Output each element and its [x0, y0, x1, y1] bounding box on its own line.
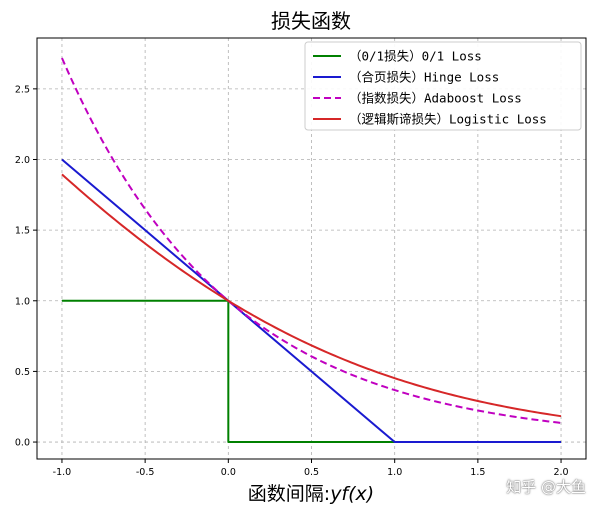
y-tick-label: 0.5	[15, 367, 30, 378]
chart-title: 损失函数	[271, 9, 351, 33]
legend: （0/1损失）0/1 Loss （合页损失）Hinge Loss （指数损失）Ada…	[304, 41, 582, 131]
x-axis-label: 函数间隔:yf(x)	[248, 483, 374, 505]
y-tick-label: 0.0	[15, 438, 30, 449]
x-tick-label: 0.5	[304, 467, 319, 478]
series-layer	[61, 57, 562, 444]
axis-ticks: -1.0 -0.5 0.0 0.5 1.0 1.5 2.0 0.0 0.5 1.0 1.5 2.0 2.…	[15, 84, 569, 478]
watermark: 知乎 @大鱼	[506, 478, 586, 496]
adaboost-loss-line	[61, 57, 562, 424]
legend-box	[304, 41, 582, 131]
legend-label: （指数损失）Adaboost Loss	[349, 91, 522, 106]
x-axis-label-prefix: 函数间隔:	[248, 483, 330, 505]
legend-label: （0/1损失）0/1 Loss	[349, 49, 482, 64]
hinge-loss-line	[61, 158, 562, 444]
y-tick-label: 1.0	[15, 296, 30, 307]
x-axis-label-math: yf(x)	[329, 483, 374, 505]
x-tick-label: 1.0	[387, 467, 402, 478]
legend-label: （合页损失）Hinge Loss	[349, 70, 499, 85]
x-tick-label: -0.5	[136, 467, 155, 478]
x-tick-label: -1.0	[53, 467, 72, 478]
y-tick-label: 1.5	[15, 226, 30, 237]
x-tick-label: 0.0	[221, 467, 236, 478]
x-tick-label: 1.5	[470, 467, 485, 478]
y-tick-label: 2.0	[15, 155, 30, 166]
x-tick-label: 2.0	[553, 467, 568, 478]
legend-label: （逻辑斯谛损失）Logistic Loss	[349, 112, 547, 127]
y-tick-label: 2.5	[15, 84, 30, 95]
logistic-loss-line	[61, 173, 562, 418]
